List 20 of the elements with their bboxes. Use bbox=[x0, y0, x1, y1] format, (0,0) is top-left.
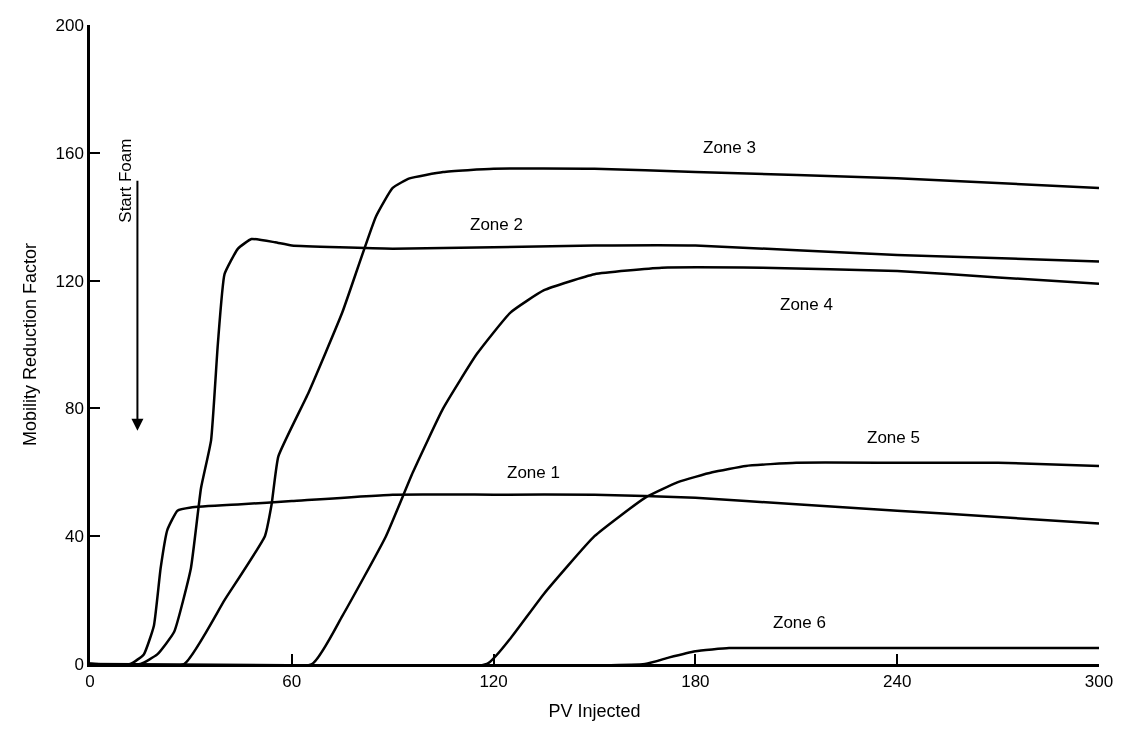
y-tick-label: 0 bbox=[74, 654, 84, 674]
series-label: Zone 4 bbox=[780, 295, 833, 314]
y-tick-label: 160 bbox=[55, 143, 84, 163]
series-label: Zone 3 bbox=[703, 138, 756, 157]
series-label: Zone 1 bbox=[507, 463, 560, 482]
x-tick-label: 120 bbox=[479, 672, 508, 692]
x-axis-title: PV Injected bbox=[548, 701, 641, 722]
x-tick-label: 60 bbox=[282, 672, 302, 692]
y-tick-label: 40 bbox=[64, 527, 84, 547]
y-tick-label: 80 bbox=[64, 399, 84, 419]
x-tick-label: 300 bbox=[1084, 672, 1114, 692]
series-label: Zone 5 bbox=[867, 428, 920, 447]
y-tick-label: 200 bbox=[55, 15, 84, 35]
series-label: Zone 6 bbox=[773, 613, 826, 632]
series-label: Zone 2 bbox=[470, 215, 523, 234]
annotation: Start Foam bbox=[116, 138, 136, 223]
x-tick-label: 240 bbox=[883, 672, 912, 692]
x-tick-label: 180 bbox=[681, 672, 710, 692]
y-tick-label: 120 bbox=[55, 271, 84, 291]
y-axis-title: Mobility Reduction Factor bbox=[19, 242, 40, 447]
